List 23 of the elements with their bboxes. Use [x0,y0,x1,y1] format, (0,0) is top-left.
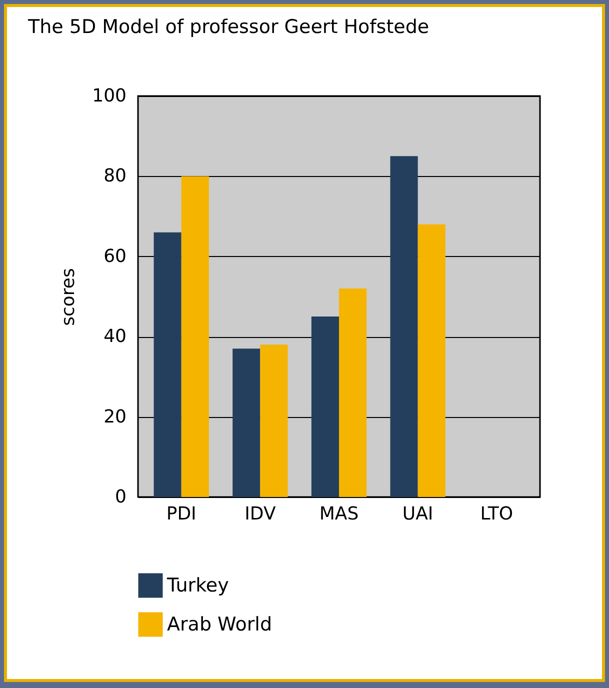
x-tick-label: LTO [480,504,514,524]
y-tick-label: 60 [104,246,126,267]
y-tick-label: 100 [92,86,126,106]
legend-label: Arab World [167,614,272,636]
bar [154,232,182,497]
y-tick-label: 0 [115,486,126,508]
y-tick-label: 20 [104,406,126,428]
y-tick-label: 40 [104,326,126,348]
bar [390,156,418,497]
x-tick-label: UAI [402,504,434,524]
bar [418,224,446,497]
chart-title: The 5D Model of professor Geert Hofstede [27,16,430,38]
bar [181,176,209,497]
y-tick-label: 80 [104,166,126,187]
legend-label: Turkey [166,574,229,596]
x-tick-label: MAS [319,504,359,524]
x-tick-label: PDI [166,504,196,524]
bar [339,288,367,497]
bar [311,316,339,497]
bar [260,344,288,497]
y-axis-title: scores [58,268,80,326]
x-tick-label: IDV [244,504,276,524]
bar [232,348,260,497]
